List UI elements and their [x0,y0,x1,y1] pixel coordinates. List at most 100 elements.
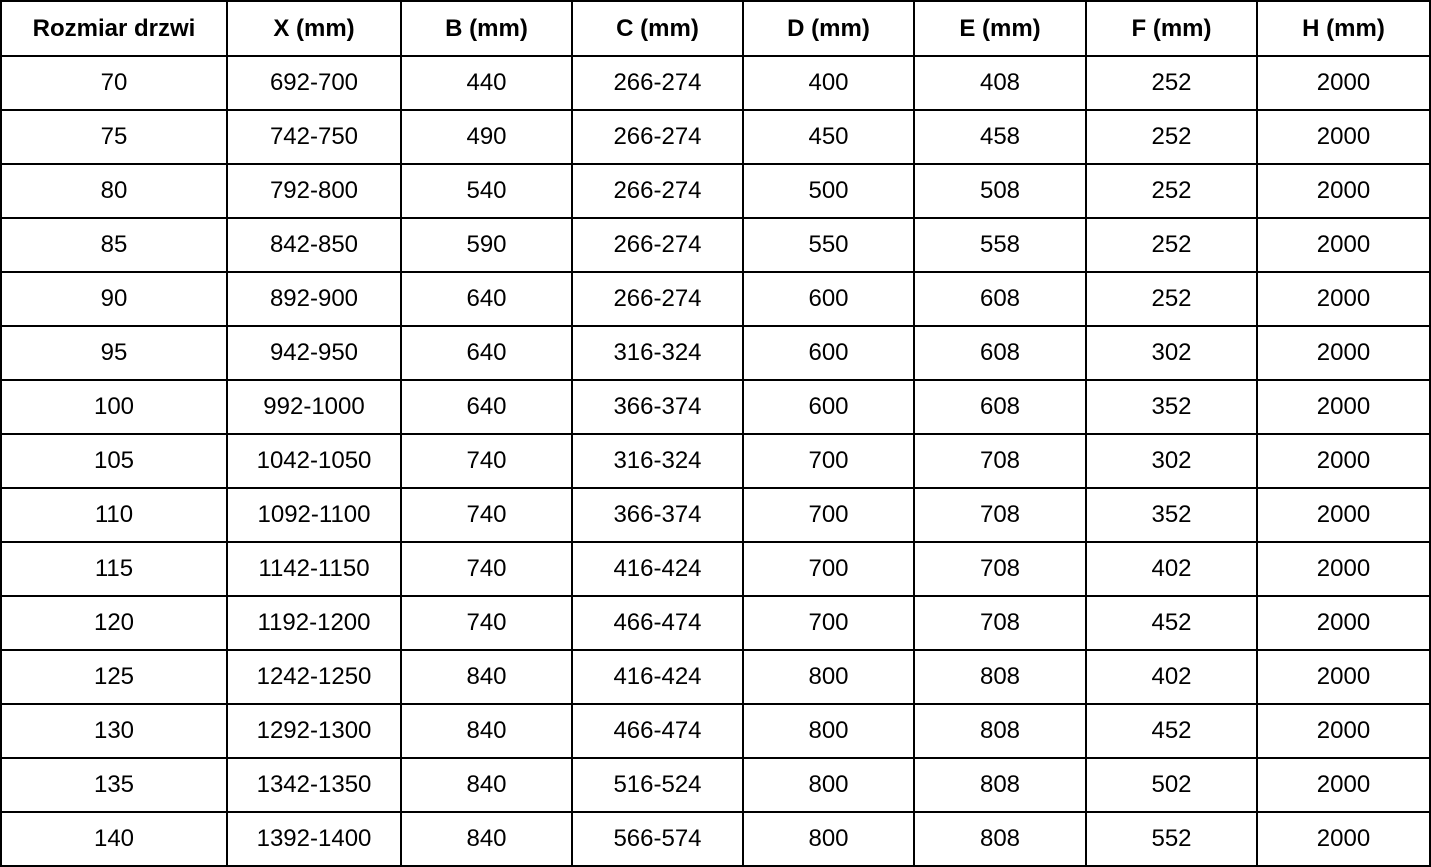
table-row: 120 1192-1200 740 466-474 700 708 452 2000 [0,595,1431,651]
table-cell: 640 [400,379,573,435]
table-cell: 1292-1300 [226,703,402,759]
table-cell: 892-900 [226,271,402,327]
table-cell: 692-700 [226,55,402,111]
table-cell: 1242-1250 [226,649,402,705]
table-cell: 840 [400,757,573,813]
table-cell: 266-274 [571,109,744,165]
table-cell: 2000 [1256,55,1431,111]
table-cell: 302 [1085,433,1258,489]
table-cell: 1392-1400 [226,811,402,867]
table-cell: 2000 [1256,325,1431,381]
table-row: 110 1092-1100 740 366-374 700 708 352 2000 [0,487,1431,543]
table-cell: 2000 [1256,541,1431,597]
table-cell: 566-574 [571,811,744,867]
table-cell: 840 [400,811,573,867]
table-cell: 352 [1085,487,1258,543]
table-cell: 800 [742,703,915,759]
table-cell: 490 [400,109,573,165]
table-row: 95 942-950 640 316-324 600 608 302 2000 [0,325,1431,381]
table-cell: 2000 [1256,433,1431,489]
table-cell: 450 [742,109,915,165]
table-cell: 80 [0,163,228,219]
table-cell: 316-324 [571,433,744,489]
column-header-e: E (mm) [913,0,1087,57]
table-cell: 75 [0,109,228,165]
table-row: 80 792-800 540 266-274 500 508 252 2000 [0,163,1431,219]
table-cell: 502 [1085,757,1258,813]
table-cell: 252 [1085,271,1258,327]
table-cell: 842-850 [226,217,402,273]
table-cell: 840 [400,703,573,759]
table-cell: 600 [742,271,915,327]
table-row: 135 1342-1350 840 516-524 800 808 502 2000 [0,757,1431,813]
column-header-d: D (mm) [742,0,915,57]
table-cell: 266-274 [571,217,744,273]
table-cell: 808 [913,649,1087,705]
table-cell: 808 [913,703,1087,759]
table-cell: 550 [742,217,915,273]
column-header-h: H (mm) [1256,0,1431,57]
table-cell: 458 [913,109,1087,165]
table-cell: 640 [400,271,573,327]
table-row: 70 692-700 440 266-274 400 408 252 2000 [0,55,1431,111]
table-cell: 452 [1085,703,1258,759]
table-cell: 808 [913,811,1087,867]
table-row: 90 892-900 640 266-274 600 608 252 2000 [0,271,1431,327]
table-cell: 792-800 [226,163,402,219]
column-header-f: F (mm) [1085,0,1258,57]
table-cell: 408 [913,55,1087,111]
column-header-x: X (mm) [226,0,402,57]
table-cell: 800 [742,649,915,705]
table-cell: 2000 [1256,109,1431,165]
table-row: 100 992-1000 640 366-374 600 608 352 2000 [0,379,1431,435]
table-cell: 808 [913,757,1087,813]
table-cell: 2000 [1256,217,1431,273]
table-cell: 2000 [1256,379,1431,435]
column-header-c: C (mm) [571,0,744,57]
table-cell: 70 [0,55,228,111]
table-cell: 708 [913,433,1087,489]
table-cell: 115 [0,541,228,597]
table-cell: 1042-1050 [226,433,402,489]
table-cell: 700 [742,487,915,543]
table-cell: 708 [913,595,1087,651]
table-cell: 708 [913,487,1087,543]
table-cell: 302 [1085,325,1258,381]
table-cell: 708 [913,541,1087,597]
table-cell: 95 [0,325,228,381]
table-cell: 500 [742,163,915,219]
table-cell: 400 [742,55,915,111]
table-row: 85 842-850 590 266-274 550 558 252 2000 [0,217,1431,273]
table-cell: 266-274 [571,163,744,219]
table-cell: 266-274 [571,55,744,111]
table-cell: 2000 [1256,703,1431,759]
table-cell: 742-750 [226,109,402,165]
table-cell: 466-474 [571,703,744,759]
table-cell: 700 [742,595,915,651]
table-cell: 942-950 [226,325,402,381]
table-cell: 316-324 [571,325,744,381]
table-cell: 2000 [1256,487,1431,543]
table-cell: 125 [0,649,228,705]
table-cell: 608 [913,379,1087,435]
table-cell: 1142-1150 [226,541,402,597]
table-cell: 740 [400,541,573,597]
table-cell: 2000 [1256,649,1431,705]
table-header-row: Rozmiar drzwi X (mm) B (mm) C (mm) D (mm) E (… [0,0,1431,57]
table-cell: 402 [1085,649,1258,705]
table-cell: 600 [742,379,915,435]
table-cell: 366-374 [571,487,744,543]
table-cell: 740 [400,595,573,651]
table-cell: 800 [742,811,915,867]
table-cell: 608 [913,271,1087,327]
table-row: 105 1042-1050 740 316-324 700 708 302 2000 [0,433,1431,489]
table-cell: 90 [0,271,228,327]
table-cell: 700 [742,433,915,489]
table-cell: 2000 [1256,271,1431,327]
table-cell: 1092-1100 [226,487,402,543]
table-cell: 120 [0,595,228,651]
table-cell: 590 [400,217,573,273]
table-cell: 252 [1085,163,1258,219]
column-header-b: B (mm) [400,0,573,57]
table-cell: 2000 [1256,757,1431,813]
